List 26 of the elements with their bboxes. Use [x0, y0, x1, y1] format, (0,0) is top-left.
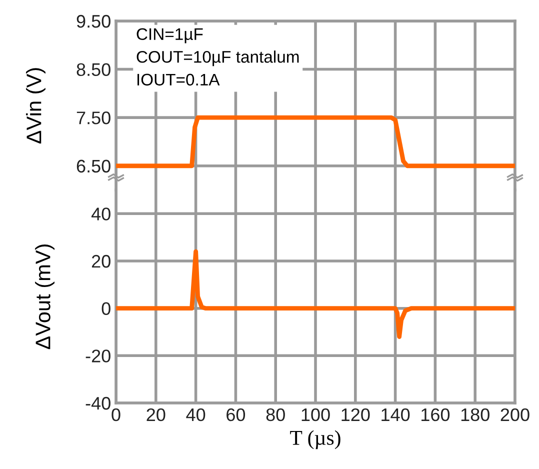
- x-tick-label: 120: [342, 408, 370, 422]
- x-tick-label: 40: [186, 408, 206, 422]
- x-tick-label: 160: [422, 408, 450, 422]
- y-axis-title: ΔVout (mV): [35, 244, 54, 350]
- line-series: [116, 249, 515, 339]
- y-tick-label: 6.50: [76, 160, 110, 173]
- y-tick-label: -20: [86, 350, 110, 362]
- x-tick-label: 80: [266, 408, 285, 422]
- y-tick-label: 9.50: [76, 14, 110, 28]
- y-tick-label: 20: [92, 254, 110, 268]
- x-tick-label: 200: [500, 408, 530, 422]
- line-series: [116, 115, 515, 168]
- x-tick-label: 60: [226, 408, 246, 422]
- x-tick-label: 0: [112, 408, 120, 422]
- y-axis-title: ΔVin (V): [26, 68, 46, 144]
- y-tick-label: -40: [86, 396, 110, 410]
- y-tick-label: 7.50: [76, 112, 110, 124]
- y-tick-label: 0: [102, 302, 110, 316]
- x-tick-label: 180: [461, 408, 490, 422]
- y-tick-label: 8.50: [76, 63, 110, 76]
- x-tick-label: 140: [382, 408, 410, 422]
- x-tick-label: 100: [302, 408, 330, 422]
- x-axis-title: T (µs): [290, 430, 340, 450]
- annotation: CIN=1µF COUT=10µF tantalum IOUT=0.1A: [136, 28, 299, 86]
- y-tick-label: 40: [91, 208, 110, 220]
- x-tick-label: 20: [146, 408, 166, 422]
